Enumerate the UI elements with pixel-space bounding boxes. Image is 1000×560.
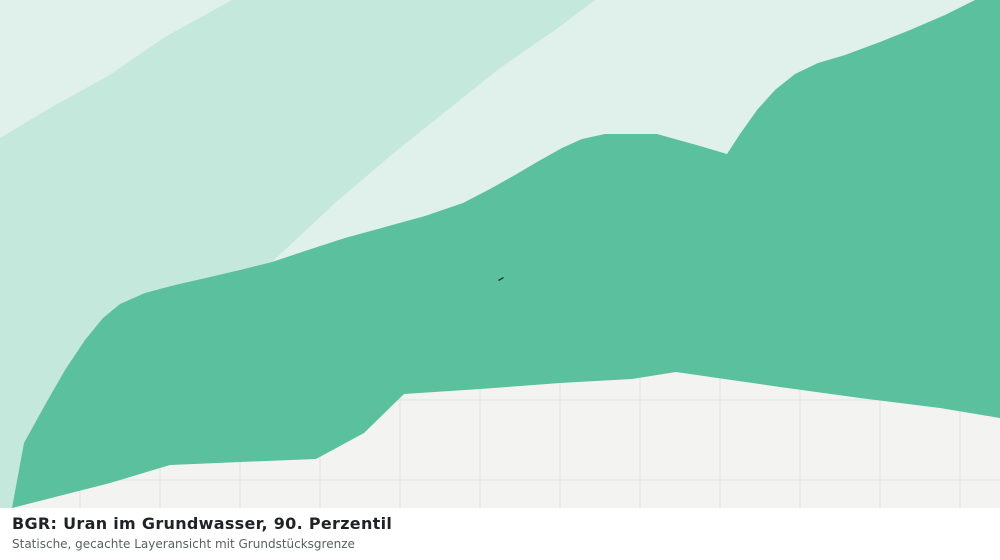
concentration-zone-light[interactable] xyxy=(0,0,595,508)
map-caption: BGR: Uran im Grundwasser, 90. Perzentil … xyxy=(0,508,1000,560)
map-title: BGR: Uran im Grundwasser, 90. Perzentil xyxy=(12,514,393,533)
map-layer[interactable] xyxy=(0,0,1000,508)
parcel-boundary-marker[interactable] xyxy=(498,277,504,281)
map-viewport[interactable] xyxy=(0,0,1000,508)
concentration-zone-main[interactable] xyxy=(12,0,1000,508)
map-subtitle: Statische, gecachte Layeransicht mit Gru… xyxy=(12,537,355,551)
